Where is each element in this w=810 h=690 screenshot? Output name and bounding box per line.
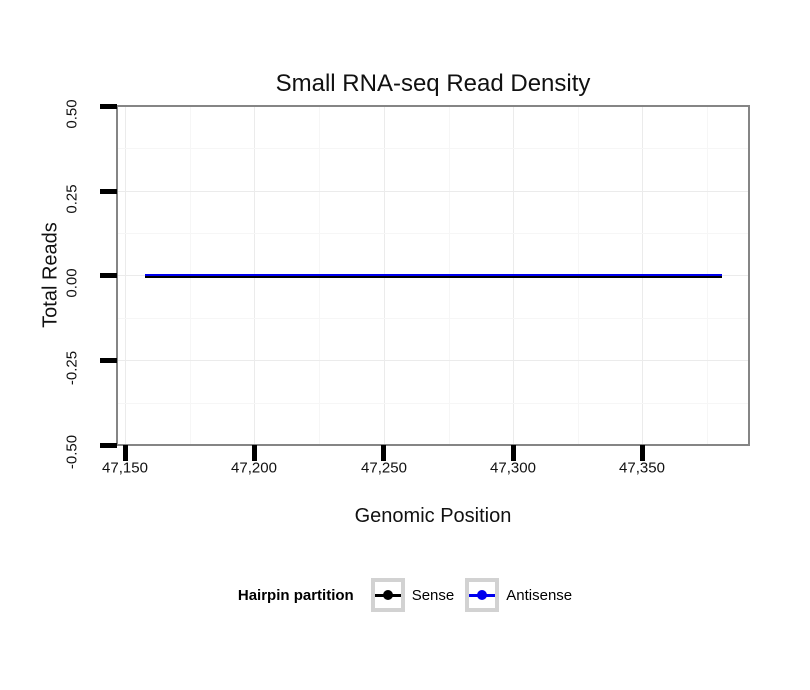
gridline-minor-h — [118, 233, 748, 234]
x-tick — [252, 445, 257, 461]
gridline-major-h — [118, 360, 748, 361]
y-tick — [100, 273, 117, 278]
y-tick — [100, 442, 117, 448]
gridline-minor-h — [118, 318, 748, 319]
chart-title: Small RNA-seq Read Density — [275, 70, 591, 97]
y-axis-title: Total Reads — [39, 222, 62, 328]
legend-label-sense: Sense — [411, 586, 455, 604]
x-tick-label: 47,250 — [361, 459, 407, 477]
gridline-minor-h — [118, 148, 748, 149]
x-tick — [381, 445, 386, 461]
x-tick — [640, 445, 645, 461]
legend-key-antisense — [465, 578, 500, 612]
gridline-major-h — [118, 191, 748, 192]
x-tick — [510, 445, 516, 461]
y-tick — [100, 188, 117, 194]
gridline-minor-h — [118, 403, 748, 404]
y-tick-label: 0.00 — [63, 268, 81, 298]
sense-key-dot-icon — [382, 590, 393, 600]
x-tick-label: 47,350 — [619, 459, 665, 477]
legend-label-antisense: Antisense — [506, 586, 573, 604]
legend: Hairpin partition Sense Antisense — [0, 577, 810, 613]
legend-key-sense — [370, 578, 405, 612]
x-tick-label: 47,200 — [231, 459, 277, 477]
y-tick — [100, 103, 117, 109]
x-tick-label: 47,150 — [102, 459, 148, 477]
antisense-key-line-icon — [469, 590, 496, 600]
y-tick-label: 0.25 — [63, 184, 81, 214]
legend-title: Hairpin partition — [237, 586, 354, 604]
y-tick — [100, 358, 117, 363]
x-tick-label: 47,300 — [490, 459, 536, 477]
antisense-key-dot-icon — [477, 590, 488, 600]
y-tick-label: 0.50 — [63, 99, 81, 129]
sense-key-line-icon — [374, 590, 401, 600]
y-tick-label: -0.25 — [63, 350, 81, 386]
x-axis-title: Genomic Position — [354, 505, 512, 527]
y-tick-label: -0.50 — [63, 434, 81, 470]
plot-panel — [116, 105, 750, 446]
sense-series-line — [145, 275, 722, 278]
x-tick — [122, 445, 128, 461]
